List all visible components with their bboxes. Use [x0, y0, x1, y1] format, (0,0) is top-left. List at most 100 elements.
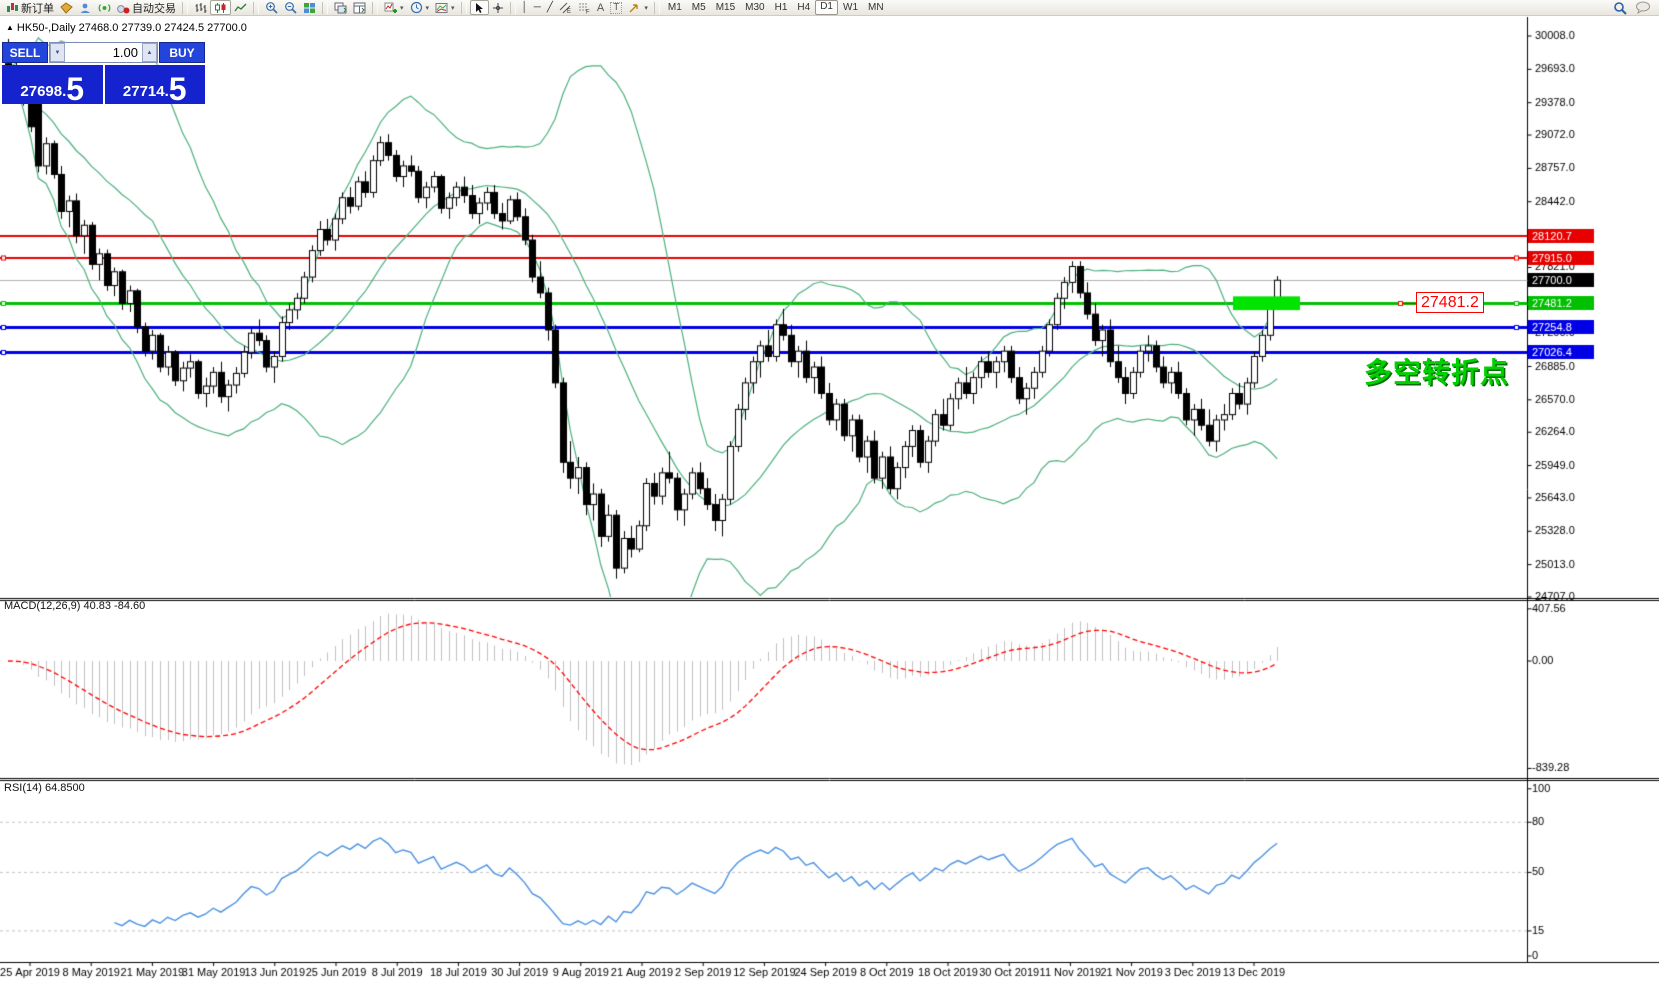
charts-button[interactable]	[57, 0, 76, 15]
chart-title-text: HK50-,Daily 27468.0 27739.0 27424.5 2770…	[16, 22, 247, 34]
periods-button[interactable]: ▾	[407, 0, 433, 15]
bar-chart-icon	[195, 2, 207, 13]
sell-price-display[interactable]: 27698. 5	[2, 65, 103, 108]
fibonacci-icon: F	[578, 3, 590, 14]
svg-text:F: F	[586, 9, 590, 14]
cascade-windows-button[interactable]	[331, 0, 350, 15]
timeframe-d1[interactable]: D1	[815, 0, 838, 15]
tile-windows-button[interactable]	[300, 0, 319, 15]
timeframe-mn[interactable]: MN	[868, 2, 884, 13]
arrange-windows-button[interactable]	[350, 0, 369, 15]
cascade-windows-icon	[334, 2, 347, 13]
vertical-line-tool-button[interactable]: │	[519, 0, 531, 15]
dropdown-caret-icon[interactable]: ▾	[451, 4, 455, 12]
timeframe-m30[interactable]: M30	[745, 2, 765, 13]
zoom-in-icon	[266, 2, 278, 14]
trendline-icon: ╱	[546, 1, 553, 13]
fibonacci-tool-button[interactable]: F	[575, 0, 594, 15]
candlestick-chart-button[interactable]	[210, 0, 231, 15]
trade-panel-price-row: 27698. 5 27714. 5	[2, 65, 205, 108]
toolbar-separator	[253, 1, 259, 14]
new-order-label: 新订单	[21, 2, 54, 15]
svg-text:E: E	[567, 9, 571, 14]
toolbar-separator	[182, 1, 188, 14]
toolbar-separator	[322, 1, 328, 14]
add-indicator-button[interactable]: ▾	[381, 0, 407, 15]
zoom-in-button[interactable]	[262, 0, 281, 15]
vertical-line-icon: │	[521, 1, 528, 13]
sell-price-main: 27698.	[20, 83, 67, 100]
macd-indicator-label: MACD(12,26,9) 40.83 -84.60	[4, 600, 146, 612]
buy-price-main: 27714.	[122, 83, 169, 100]
bar-chart-button[interactable]	[191, 0, 210, 15]
zoom-out-button[interactable]	[281, 0, 300, 15]
community-button[interactable]	[76, 0, 95, 15]
text-label-tool-button[interactable]: T	[607, 0, 625, 15]
timeframe-h4[interactable]: H4	[797, 2, 811, 13]
horizontal-line-tool-button[interactable]: ─	[531, 0, 544, 15]
line-chart-button[interactable]	[231, 0, 250, 15]
collapse-arrow-icon[interactable]: ▲	[6, 23, 14, 32]
line-chart-icon	[234, 3, 247, 11]
crosshair-tool-button[interactable]	[489, 0, 507, 15]
buy-price-pips: 5	[168, 71, 187, 108]
channel-icon: E	[559, 2, 571, 14]
volume-spinner: ▼ 1.00 ▲	[49, 42, 158, 63]
buy-price-display[interactable]: 27714. 5	[104, 65, 205, 108]
timeframe-m15[interactable]: M15	[715, 2, 736, 13]
toolbar-separator	[509, 1, 516, 14]
channel-tool-button[interactable]: E	[556, 0, 575, 15]
chart-title: ▲ HK50-,Daily 27468.0 27739.0 27424.5 277…	[6, 22, 247, 34]
autotrading-icon	[117, 4, 130, 13]
sell-button[interactable]: SELL	[2, 42, 48, 63]
template-icon	[435, 2, 448, 13]
shapes-arrow-icon	[629, 3, 639, 12]
rsi-indicator-label: RSI(14) 64.8500	[4, 782, 85, 794]
toolbar-right-icons	[1613, 1, 1659, 15]
timeframe-h1[interactable]: H1	[774, 2, 788, 13]
chat-icon[interactable]	[1635, 1, 1651, 14]
dropdown-caret-icon[interactable]: ▾	[425, 4, 430, 12]
new-order-icon	[7, 2, 18, 12]
cursor-icon	[475, 2, 483, 13]
volume-input[interactable]: 1.00	[112, 45, 138, 60]
dropdown-caret-icon[interactable]: ▾	[644, 4, 648, 12]
search-icon[interactable]	[1613, 1, 1627, 15]
autotrading-label: 自动交易	[132, 2, 176, 15]
timeframe-w1[interactable]: W1	[843, 2, 858, 13]
add-indicator-icon	[384, 2, 397, 13]
price-chart-canvas[interactable]	[0, 16, 1659, 983]
community-icon	[80, 3, 90, 13]
clock-icon	[410, 1, 422, 14]
buy-button[interactable]: BUY	[159, 42, 205, 63]
timeframe-m1[interactable]: M1	[667, 2, 682, 13]
timeframe-group: M1 M5 M15 M30 H1 H4 D1 W1 MN	[663, 0, 889, 15]
template-button[interactable]: ▾	[432, 0, 458, 15]
new-order-button[interactable]: 新订单	[3, 0, 57, 15]
timeframe-m5[interactable]: M5	[691, 2, 706, 13]
price-callout-label[interactable]: 27481.2	[1416, 292, 1484, 313]
volume-decrease-button[interactable]: ▼	[50, 43, 65, 62]
crosshair-icon	[492, 2, 503, 13]
horizontal-line-icon: ─	[533, 1, 541, 13]
arrange-windows-icon	[353, 2, 366, 13]
signals-button[interactable]	[95, 0, 114, 15]
dropdown-caret-icon[interactable]: ▾	[400, 4, 404, 12]
sell-price-pips: 5	[66, 71, 85, 108]
toolbar-separator	[653, 1, 660, 14]
text-tool-button[interactable]: A	[594, 0, 607, 15]
cursor-tool-button[interactable]	[469, 0, 489, 15]
pivot-annotation-text[interactable]: 多空转折点	[1364, 357, 1510, 388]
charts-icon	[60, 1, 73, 14]
signals-icon	[98, 3, 111, 12]
text-label-icon: T	[610, 1, 623, 14]
top-toolbar: 新订单 自动交易 ▾ ▾ ▾ │ ─ ╱ E F A T	[0, 0, 1659, 16]
autotrading-button[interactable]: 自动交易	[114, 0, 179, 15]
candlestick-chart-icon	[215, 2, 226, 13]
one-click-trading-panel: SELL ▼ 1.00 ▲ BUY 27698. 5 27714. 5	[2, 42, 205, 108]
volume-increase-button[interactable]: ▲	[142, 43, 157, 62]
toolbar-separator	[372, 1, 378, 14]
toolbar-separator	[460, 1, 467, 14]
trendline-tool-button[interactable]: ╱	[544, 0, 556, 15]
shapes-tool-button[interactable]: ▾	[625, 0, 651, 15]
